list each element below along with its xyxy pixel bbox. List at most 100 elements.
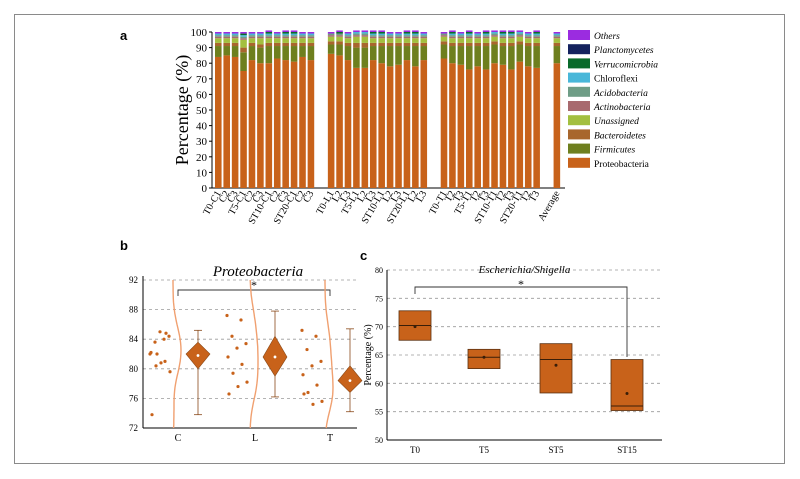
bar-segment [231, 33, 239, 36]
legend-label: Unassigned [594, 117, 639, 127]
bar-segment [265, 32, 273, 34]
bar-segment [327, 41, 335, 45]
bar-segment [420, 33, 428, 36]
bar-segment [499, 33, 507, 36]
data-point [231, 371, 235, 375]
data-point [244, 342, 248, 346]
bar-segment [449, 32, 456, 34]
bar-segment [499, 42, 507, 47]
bar-segment [344, 36, 352, 39]
x-tick-label: L3 [364, 189, 379, 204]
bar-segment [440, 33, 448, 36]
bar-segment [369, 36, 377, 39]
bar-segment [474, 66, 481, 188]
bar-segment [491, 41, 498, 45]
y-tick-label: 70 [375, 323, 383, 332]
bar-segment [533, 35, 540, 37]
bar-segment [508, 42, 515, 47]
bar-segment [482, 33, 490, 36]
bar-segment [474, 42, 481, 47]
panel-letter-c: c [360, 248, 367, 263]
bar-segment [420, 60, 428, 188]
bar-segment [265, 30, 273, 32]
bar-segment [265, 63, 273, 189]
bar-segment [257, 36, 264, 39]
bar-segment [240, 38, 247, 40]
bar-segment [353, 32, 360, 34]
bar-segment [457, 46, 465, 65]
bar-segment [240, 32, 247, 34]
bar-segment [353, 36, 360, 43]
bar-segment [474, 32, 481, 34]
bar-segment [223, 55, 230, 189]
bar-segment [361, 47, 369, 68]
mean-marker [413, 325, 417, 329]
legend-swatch [568, 86, 590, 97]
data-point [162, 337, 166, 341]
data-point [167, 334, 171, 338]
bar-segment [482, 35, 490, 37]
bar-segment [457, 42, 465, 47]
legend-label: Chloroflexi [594, 74, 638, 85]
bar-segment [282, 38, 289, 43]
bar-segment [273, 35, 281, 37]
mean-marker [625, 392, 629, 396]
bar-segment [508, 36, 515, 39]
y-tick-label: 92 [129, 275, 138, 285]
bar-segment [299, 35, 306, 37]
bar-segment [386, 36, 394, 39]
bar-segment [299, 42, 306, 47]
bar-segment [516, 33, 524, 36]
bar-segment [395, 64, 402, 188]
data-point [245, 380, 249, 384]
bar-segment [395, 32, 402, 34]
bar-segment [223, 42, 230, 47]
bar-segment [336, 30, 343, 32]
bar-segment [412, 35, 419, 37]
bar-segment [344, 33, 352, 36]
bar-segment [336, 33, 343, 36]
bar-segment [265, 46, 273, 64]
bar-segment [482, 69, 490, 188]
bar-segment [440, 41, 448, 45]
y-tick-label: 90 [196, 43, 208, 55]
bar-segment [327, 44, 335, 54]
x-tick-label: T3 [527, 189, 542, 204]
bar-segment [403, 38, 411, 43]
bar-segment [369, 38, 377, 43]
bar-segment [465, 32, 473, 34]
bar-segment [457, 64, 465, 188]
bar-segment [223, 38, 230, 43]
bar-segment [327, 35, 335, 37]
bar-segment [257, 32, 264, 34]
density-curve [249, 279, 259, 429]
x-tick-label: T2 [443, 189, 458, 204]
bar-segment [336, 32, 343, 34]
figure-frame [14, 14, 785, 464]
y-tick-label: 55 [375, 408, 383, 417]
x-tick-label: L2 [355, 189, 370, 204]
bar-segment [215, 42, 222, 47]
y-tick-label: 60 [196, 89, 208, 101]
bar-segment [378, 38, 385, 43]
data-point [149, 350, 153, 355]
bar-segment [403, 32, 411, 34]
bar-segment [282, 32, 289, 34]
bar-segment [474, 46, 481, 67]
bar-segment [465, 42, 473, 47]
bar-segment [265, 36, 273, 39]
bar-segment [344, 60, 352, 188]
bar-segment [524, 35, 532, 37]
bar-segment [524, 42, 532, 47]
bar-segment [533, 38, 540, 43]
data-point [158, 330, 162, 334]
x-tick-label: L3 [389, 189, 404, 204]
bar-segment [440, 35, 448, 37]
bar-segment [290, 46, 298, 62]
bar-segment [361, 36, 369, 43]
bar-segment [533, 30, 540, 32]
bar-segment [257, 44, 264, 48]
